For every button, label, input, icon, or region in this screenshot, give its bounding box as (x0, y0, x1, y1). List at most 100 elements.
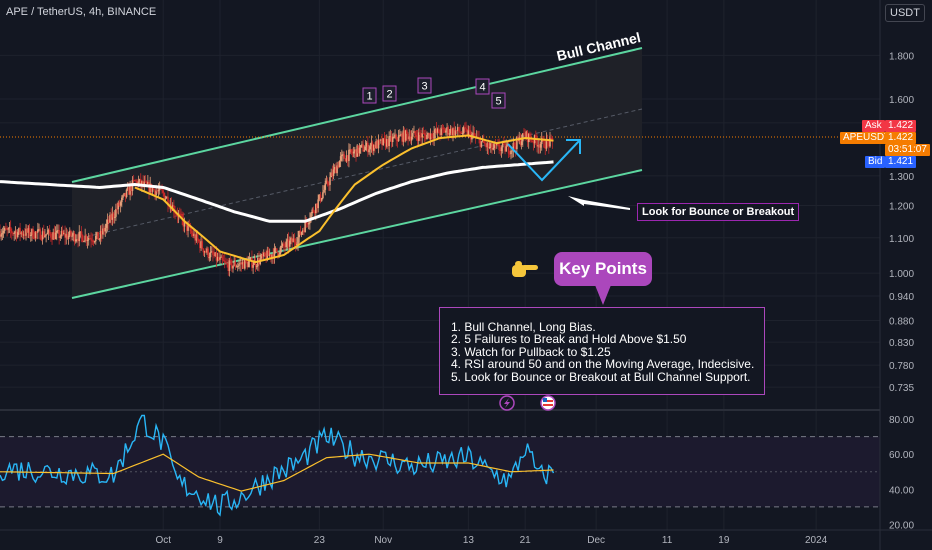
candle-body (393, 137, 395, 139)
candle-body (44, 235, 46, 237)
candle-body (506, 144, 509, 147)
candle-body (384, 138, 387, 147)
currency-button[interactable]: USDT (885, 4, 925, 22)
candle-body (428, 133, 431, 140)
candle-body (136, 180, 139, 186)
candle-body (536, 140, 538, 147)
key-point: 5. Look for Bounce or Breakout at Bull C… (451, 369, 751, 384)
candle-body (271, 254, 273, 258)
candle-body (255, 266, 258, 268)
price-tick-label: 1.000 (889, 269, 914, 280)
lightning-event-icon[interactable] (499, 395, 515, 411)
candle-body (388, 136, 390, 147)
time-tick-label: Oct (155, 535, 171, 546)
candle-body (262, 252, 265, 257)
candle-body (227, 264, 230, 271)
candle-body (391, 137, 394, 143)
symbol-tag: APEUSDT (840, 132, 894, 144)
candle-body (41, 231, 44, 240)
candle-body (352, 151, 355, 154)
candle-body (466, 128, 469, 136)
failure-marker-label: 3 (421, 81, 427, 93)
failure-marker-box (491, 92, 506, 109)
candle-body (20, 232, 23, 235)
candle-body (288, 240, 291, 247)
failure-marker-label: 5 (495, 96, 501, 108)
candle-body (484, 142, 486, 145)
candle-body (201, 241, 204, 249)
candle-body (239, 262, 241, 265)
candle-body (274, 248, 277, 250)
candle-body (117, 202, 120, 210)
candle-body (525, 131, 528, 138)
candle-body (199, 241, 201, 249)
candle-body (462, 126, 465, 133)
candle-body (342, 154, 344, 156)
candle-body (139, 179, 142, 186)
time-axis[interactable]: Oct 9 23 Nov 13 21 Dec 11 19 2024 (155, 535, 827, 546)
candle-body (402, 130, 405, 142)
rsi-ma-line (0, 453, 554, 492)
candle-body (79, 231, 82, 233)
price-tick-label: 0.780 (889, 361, 914, 372)
candle-body (61, 230, 64, 234)
candle-body (214, 252, 217, 257)
candle-body (42, 231, 45, 237)
candle-body (163, 192, 166, 200)
candle-body (461, 132, 464, 134)
candle-body (55, 230, 58, 233)
candle-body (312, 209, 315, 212)
candle-body (135, 180, 137, 182)
candle-body (95, 235, 97, 242)
candle-body (242, 262, 245, 269)
candle-body (25, 228, 27, 236)
candle-body (203, 251, 206, 253)
candle-body (5, 227, 7, 230)
candle-body (65, 234, 68, 238)
candle-body (438, 128, 440, 134)
candle-body (50, 233, 52, 238)
candle-body (142, 181, 144, 186)
rsi-axis[interactable]: 80.00 60.00 40.00 20.00 (889, 415, 914, 531)
candle-body (451, 128, 453, 136)
candle-body (410, 136, 413, 141)
price-axis[interactable]: 1.8001.6001.5001.3001.2001.1001.0000.940… (889, 51, 914, 394)
candle-body (99, 231, 102, 239)
candle-body (403, 130, 406, 141)
rsi-tick-label: 20.00 (889, 520, 914, 531)
candle-body (290, 237, 292, 241)
symbol-title[interactable]: APE / TetherUS, 4h, BINANCE (6, 6, 157, 18)
candle-body (247, 261, 250, 268)
candle-body (469, 130, 472, 140)
candle-body (456, 127, 459, 131)
candle-body (440, 127, 442, 136)
candle-body (84, 235, 86, 242)
bid-tag: Bid (865, 156, 886, 168)
candle-body (303, 230, 305, 233)
candle-body (89, 237, 91, 239)
candle-body (52, 232, 55, 240)
projection-path (507, 139, 581, 182)
candle-body (21, 232, 24, 236)
bar-countdown: 03:51:07 (885, 144, 930, 156)
event-icons[interactable] (499, 395, 556, 411)
candle-body (316, 203, 318, 209)
bounce-note[interactable]: Look for Bounce or Breakout (637, 203, 800, 221)
candle-body (7, 228, 10, 230)
candle-body (216, 256, 219, 261)
key-points-box[interactable]: 1. Bull Channel, Long Bias. 2. 5 Failure… (439, 307, 765, 395)
candle-body (73, 233, 76, 242)
candle-body (281, 243, 284, 247)
candle-body (219, 257, 221, 260)
candle-body (459, 131, 461, 133)
key-points-title[interactable]: Key Points (554, 252, 652, 286)
candle-body (110, 214, 112, 220)
candle-body (513, 142, 516, 147)
flag-stripe (543, 400, 553, 402)
candle-body (358, 147, 361, 154)
candle-body (359, 145, 362, 148)
candle-body (291, 237, 293, 243)
candle-body (499, 150, 502, 152)
key-point: 1. Bull Channel, Long Bias. (451, 320, 596, 334)
